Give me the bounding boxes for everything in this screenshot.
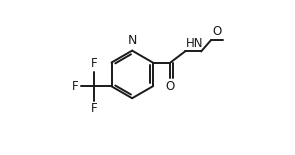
Text: N: N: [127, 34, 137, 47]
Text: O: O: [212, 25, 221, 38]
Text: F: F: [91, 57, 97, 70]
Text: F: F: [91, 102, 97, 115]
Text: F: F: [72, 80, 79, 93]
Text: HN: HN: [186, 37, 203, 50]
Text: O: O: [166, 80, 175, 93]
